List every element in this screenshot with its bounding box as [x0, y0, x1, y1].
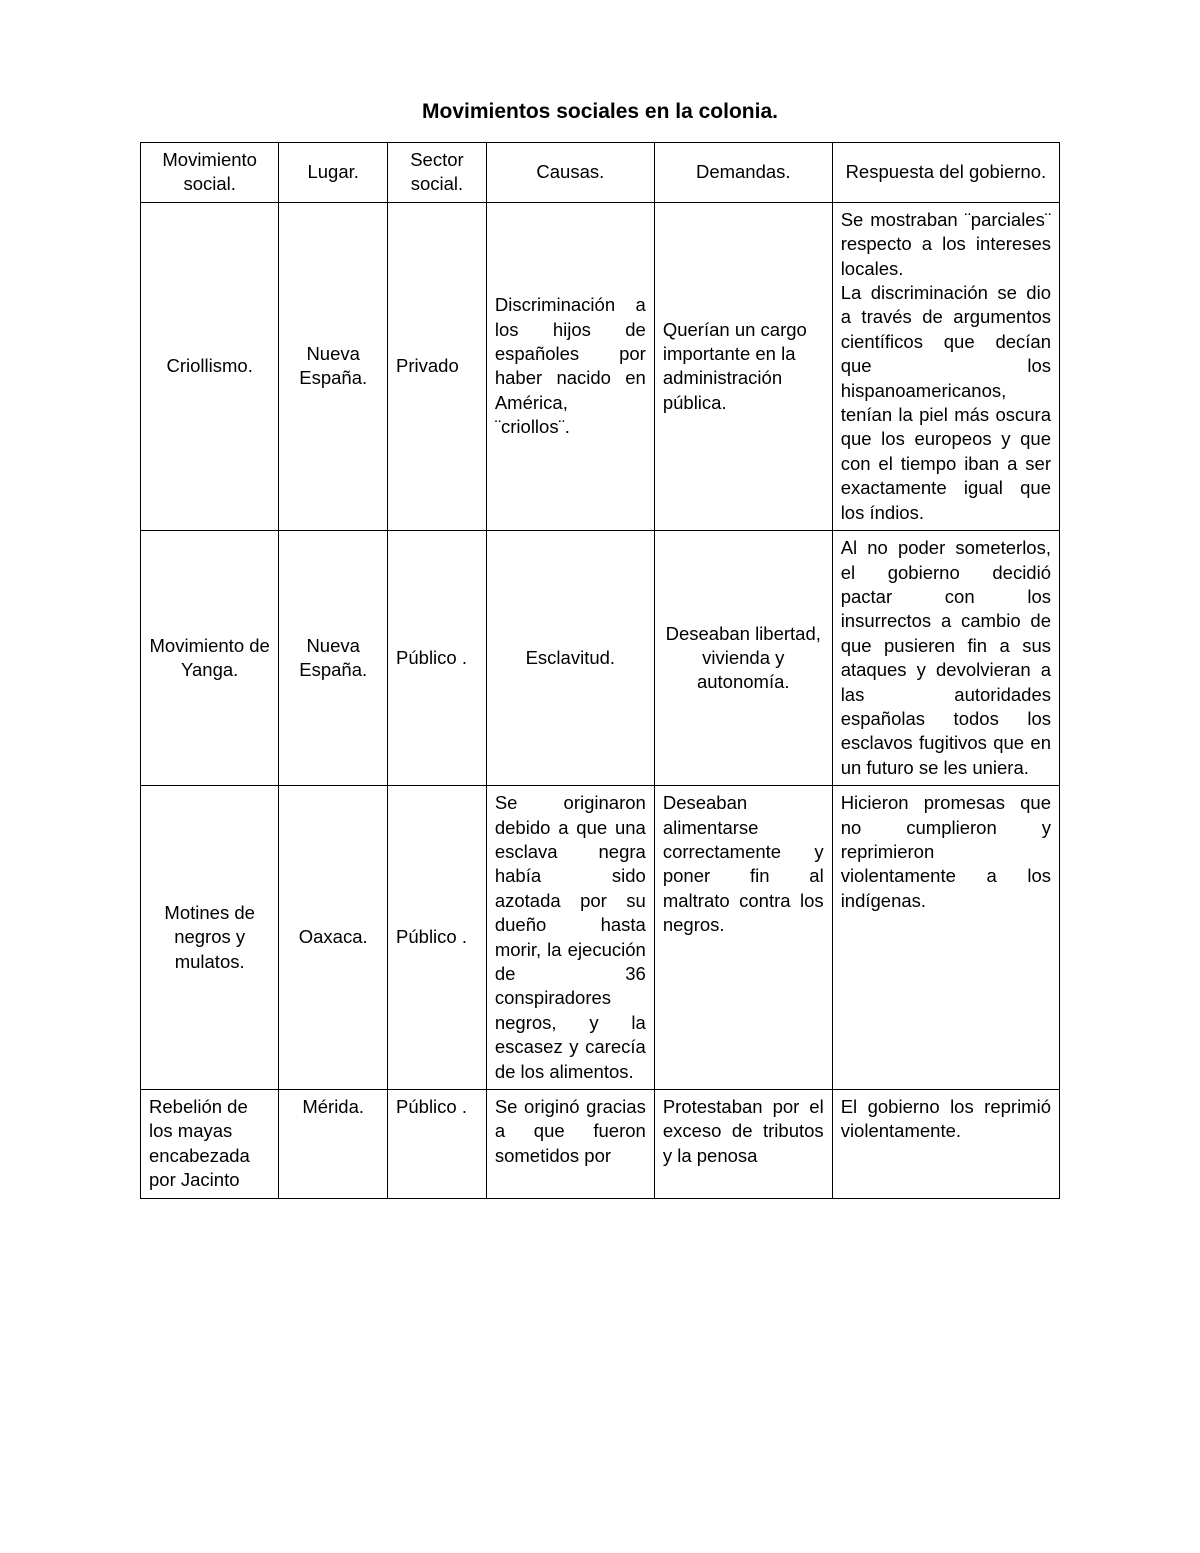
table-header-row: Movimiento social. Lugar. Sector social.… [141, 143, 1060, 203]
cell-sector: Público . [388, 1090, 487, 1199]
col-header-demandas: Demandas. [654, 143, 832, 203]
cell-movimiento: Movimiento de Yanga. [141, 531, 279, 786]
cell-lugar: Nueva España. [279, 202, 388, 530]
cell-respuesta: El gobierno los reprimió violentamente. [832, 1090, 1059, 1199]
cell-respuesta: Al no poder someterlos, el gobierno deci… [832, 531, 1059, 786]
cell-lugar: Oaxaca. [279, 786, 388, 1090]
col-header-lugar: Lugar. [279, 143, 388, 203]
col-header-sector: Sector social. [388, 143, 487, 203]
cell-causas: Discriminación a los hijos de españoles … [486, 202, 654, 530]
table-row: Movimiento de Yanga. Nueva España. Públi… [141, 531, 1060, 786]
movements-table: Movimiento social. Lugar. Sector social.… [140, 142, 1060, 1199]
cell-movimiento: Rebelión de los mayas encabezada por Jac… [141, 1090, 279, 1199]
table-body: Criollismo. Nueva España. Privado Discri… [141, 202, 1060, 1198]
cell-demandas: Deseaban alimentarse correctamente y pon… [654, 786, 832, 1090]
cell-sector: Público . [388, 786, 487, 1090]
cell-sector: Público . [388, 531, 487, 786]
col-header-respuesta: Respuesta del gobierno. [832, 143, 1059, 203]
cell-causas: Se originó gracias a que fueron sometido… [486, 1090, 654, 1199]
cell-causas: Se originaron debido a que una esclava n… [486, 786, 654, 1090]
cell-respuesta: Se mostraban ¨parciales¨ respecto a los … [832, 202, 1059, 530]
cell-lugar: Nueva España. [279, 531, 388, 786]
cell-causas: Esclavitud. [486, 531, 654, 786]
cell-movimiento: Motines de negros y mulatos. [141, 786, 279, 1090]
table-row: Criollismo. Nueva España. Privado Discri… [141, 202, 1060, 530]
table-row: Motines de negros y mulatos. Oaxaca. Púb… [141, 786, 1060, 1090]
page-title: Movimientos sociales en la colonia. [140, 100, 1060, 124]
cell-demandas: Querían un cargo importante en la admini… [654, 202, 832, 530]
cell-movimiento: Criollismo. [141, 202, 279, 530]
cell-respuesta: Hicieron promesas que no cumplieron y re… [832, 786, 1059, 1090]
cell-demandas: Protestaban por el exceso de tributos y … [654, 1090, 832, 1199]
col-header-movimiento: Movimiento social. [141, 143, 279, 203]
col-header-causas: Causas. [486, 143, 654, 203]
cell-demandas: Deseaban libertad, vivienda y autonomía. [654, 531, 832, 786]
cell-lugar: Mérida. [279, 1090, 388, 1199]
cell-sector: Privado [388, 202, 487, 530]
table-row: Rebelión de los mayas encabezada por Jac… [141, 1090, 1060, 1199]
